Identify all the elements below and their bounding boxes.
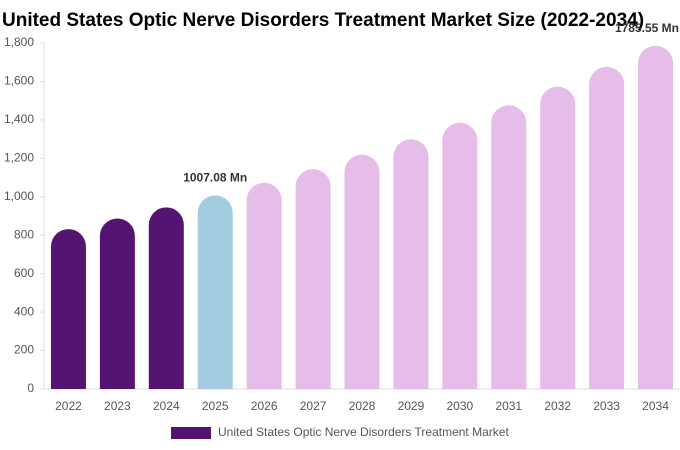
y-tick-label: 1,600	[4, 74, 34, 88]
x-tick-label: 2033	[593, 399, 620, 413]
y-tick-label: 400	[14, 304, 34, 318]
y-tick-label: 1,200	[4, 151, 34, 165]
y-tick-label: 200	[14, 343, 34, 357]
x-tick-label: 2031	[495, 399, 522, 413]
bar	[491, 105, 527, 389]
legend-label: United States Optic Nerve Disorders Trea…	[218, 425, 509, 439]
bar	[50, 229, 86, 389]
value-label: 1007.08 Mn	[183, 171, 247, 185]
bar	[442, 122, 478, 389]
x-tick-label: 2034	[642, 399, 669, 413]
bar	[540, 86, 576, 389]
x-tick-label: 2027	[300, 399, 327, 413]
bar	[344, 154, 380, 389]
y-tick-label: 600	[14, 266, 34, 280]
bar	[393, 139, 429, 389]
x-tick-label: 2025	[202, 399, 229, 413]
value-label: 1785.55 Mn	[615, 21, 679, 35]
bar	[246, 182, 282, 389]
bar	[148, 207, 184, 389]
x-tick-label: 2029	[398, 399, 425, 413]
y-tick-label: 1,400	[4, 112, 34, 126]
y-tick-label: 1,800	[4, 35, 34, 49]
x-tick-label: 2032	[544, 399, 571, 413]
bar	[638, 45, 674, 389]
bar	[197, 195, 233, 389]
y-tick-label: 800	[14, 227, 34, 241]
chart-title: United States Optic Nerve Disorders Trea…	[2, 10, 644, 31]
x-tick-label: 2023	[104, 399, 131, 413]
x-tick-label: 2030	[446, 399, 473, 413]
bar	[295, 169, 331, 389]
y-tick-label: 1,000	[4, 189, 34, 203]
bar	[99, 218, 135, 389]
x-tick-label: 2028	[349, 399, 376, 413]
x-tick-label: 2022	[55, 399, 82, 413]
legend-swatch	[171, 427, 211, 439]
x-tick-label: 2026	[251, 399, 278, 413]
bar	[589, 66, 625, 389]
y-tick-label: 0	[27, 381, 34, 395]
x-tick-label: 2024	[153, 399, 180, 413]
